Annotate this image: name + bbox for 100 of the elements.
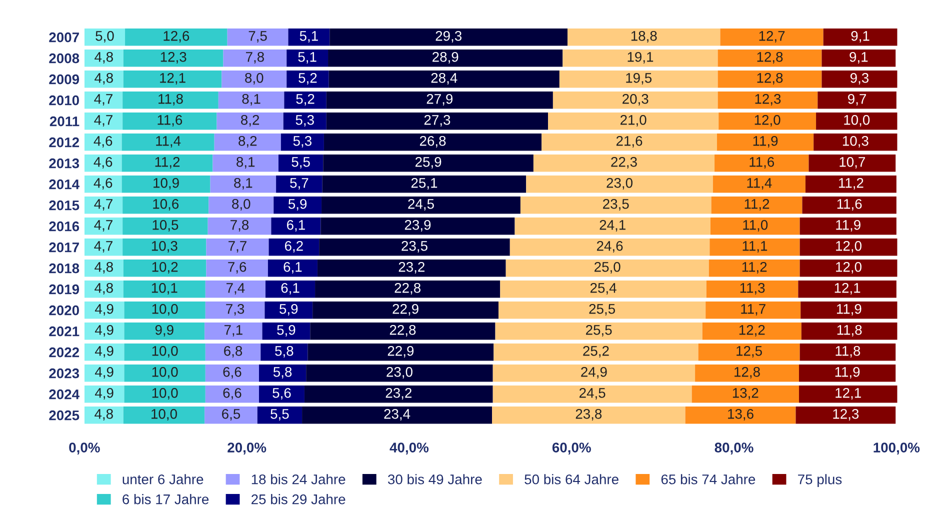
bar: [692, 385, 799, 403]
bar: [123, 280, 206, 298]
bar: [212, 154, 278, 172]
bar: [208, 196, 274, 214]
bar: [122, 175, 210, 193]
bar: [122, 154, 213, 172]
bar: [816, 112, 898, 130]
data-label: 6,6: [223, 388, 242, 400]
data-label: 12,5: [736, 346, 762, 358]
data-label: 6,5: [222, 408, 240, 420]
bar: [322, 196, 520, 214]
data-label: 10,0: [844, 114, 870, 126]
bar: [718, 112, 816, 130]
bar: [84, 133, 122, 151]
bar: [322, 175, 526, 193]
bar: [698, 343, 800, 361]
bar: [798, 385, 898, 403]
x-tick-label: 80,0%: [714, 442, 754, 454]
data-label: 23,4: [384, 408, 410, 420]
data-label: 13,6: [728, 408, 754, 420]
bar: [559, 70, 718, 88]
data-label: 23,8: [576, 408, 602, 420]
y-tick-label: 2010: [49, 95, 79, 106]
data-label: 5,9: [277, 324, 296, 336]
data-label: 4,9: [94, 346, 114, 358]
data-label: 24,5: [580, 388, 606, 400]
bar: [796, 406, 896, 424]
y-tick-label: 2023: [49, 368, 80, 378]
data-label: 11,6: [158, 114, 182, 126]
data-label: 4,8: [94, 52, 113, 64]
data-label: 10,1: [152, 282, 178, 294]
y-tick-label: 2014: [49, 179, 80, 190]
bar: [494, 343, 698, 361]
bar: [706, 301, 801, 319]
data-label: 20,3: [622, 94, 648, 106]
data-label: 12,3: [833, 408, 859, 420]
data-label: 5,9: [288, 198, 307, 210]
data-label: 9,3: [850, 72, 869, 84]
bar: [84, 91, 123, 109]
data-label: 22,3: [611, 156, 637, 168]
bar: [124, 343, 206, 361]
data-label: 8,1: [236, 156, 255, 168]
data-label: 4,6: [94, 178, 112, 190]
data-label: 27,9: [426, 94, 453, 106]
bar: [702, 322, 802, 340]
bar: [520, 196, 712, 214]
data-label: 5,5: [270, 409, 289, 420]
data-label: 7,3: [226, 304, 244, 316]
bar: [227, 28, 288, 46]
bar: [205, 343, 261, 361]
data-label: 22,8: [394, 282, 421, 294]
data-label: 10,3: [842, 136, 868, 148]
bar: [324, 133, 542, 151]
data-label: 11,6: [750, 156, 774, 168]
data-label: 10,0: [152, 388, 178, 400]
bar: [798, 280, 896, 298]
bar: [800, 259, 898, 277]
bar: [264, 301, 313, 319]
bar: [122, 112, 217, 130]
data-label: 23,0: [606, 178, 632, 190]
data-label: 5,3: [293, 136, 312, 148]
bar: [800, 301, 898, 319]
data-label: 5,2: [298, 72, 317, 84]
data-label: 21,0: [620, 114, 646, 126]
bar: [306, 364, 493, 382]
data-label: 11,2: [744, 198, 770, 210]
bar: [542, 133, 717, 151]
bar: [716, 133, 814, 151]
bar: [801, 322, 898, 340]
bar: [208, 217, 272, 235]
y-tick-label: 2021: [49, 326, 80, 336]
x-tick-label: 20,0%: [228, 442, 266, 454]
data-label: 23,0: [386, 366, 412, 378]
bar: [800, 343, 896, 361]
data-label: 5,8: [273, 366, 292, 378]
data-label: 5,0: [96, 30, 114, 42]
data-label: 12,2: [739, 324, 765, 336]
data-label: 7,8: [230, 220, 249, 232]
bar: [123, 49, 224, 67]
x-tick-label: 40,0%: [390, 442, 429, 454]
bar: [123, 406, 205, 424]
data-label: 11,0: [743, 220, 768, 232]
data-label: 12,1: [160, 72, 186, 84]
data-label: 12,0: [836, 240, 862, 252]
data-label: 28,9: [432, 52, 458, 64]
data-label: 11,9: [835, 366, 860, 378]
bar: [308, 343, 494, 361]
data-label: 10,0: [152, 304, 178, 316]
bar: [506, 259, 709, 277]
y-tick-label: 2013: [49, 158, 80, 168]
data-label: 11,6: [837, 198, 862, 210]
bar: [685, 406, 796, 424]
data-label: 12,8: [757, 52, 783, 64]
data-label: 7,5: [248, 31, 267, 42]
x-tick-label: 60,0%: [552, 442, 591, 454]
bar: [276, 175, 322, 193]
data-label: 4,7: [94, 94, 112, 106]
bar: [822, 70, 898, 88]
bar: [492, 385, 692, 403]
data-label: 12,7: [759, 30, 785, 42]
